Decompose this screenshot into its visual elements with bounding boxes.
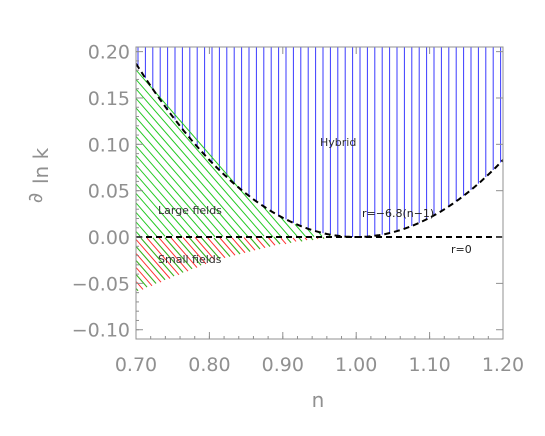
x-tick-label: 0.80 <box>188 354 230 376</box>
large-fields-hatch-line <box>136 231 141 237</box>
small-fields-overlay-hatch-line <box>136 246 166 281</box>
small-fields-overlay-hatch-line <box>176 237 202 266</box>
large-fields-hatch-line <box>136 79 274 238</box>
small-fields-hatch-line <box>304 237 308 241</box>
small-fields-hatch-line <box>280 237 287 245</box>
small-fields-hatch-line <box>243 237 256 251</box>
large-fields-hatch-line <box>136 126 232 237</box>
small-fields-overlay-hatch-line <box>322 237 325 239</box>
y-tick-label: 0.20 <box>88 42 130 64</box>
region-label-hybrid: Hybrid <box>320 136 356 149</box>
y-tick-label: 0.10 <box>88 134 130 156</box>
x-tick-label: 1.00 <box>335 354 377 376</box>
small-fields-hatch-line <box>136 281 144 290</box>
small-fields-overlay-hatch-line <box>140 237 175 277</box>
small-fields-overlay-hatch-line <box>164 237 193 270</box>
y-tick-label: −0.05 <box>72 273 130 295</box>
y-axis-label: ∂ ln k <box>23 147 53 203</box>
boundary-curves <box>136 63 503 239</box>
x-tick-label: 1.10 <box>408 354 450 376</box>
small-fields-overlay-hatch-line <box>261 236 271 247</box>
small-fields-hatch-line <box>267 236 276 246</box>
large-fields-hatch-line <box>136 107 249 238</box>
curve-label-parabola: r=−6.8(n−1) <box>362 207 434 220</box>
small-fields-hatch-line <box>292 237 297 242</box>
small-fields-hatch-line <box>206 236 226 259</box>
y-tick-label: 0.15 <box>88 88 130 110</box>
large-fields-hatch-line <box>262 206 290 237</box>
large-fields-hatch-line <box>136 202 166 237</box>
large-fields-hatch-line <box>318 232 323 237</box>
large-fields-hatch-line <box>136 193 174 237</box>
small-fields-overlay-hatch-line <box>249 237 261 250</box>
small-fields-overlay-hatch-line <box>200 236 221 260</box>
y-tick-label: 0.05 <box>88 181 130 203</box>
large-fields-hatch-line <box>136 145 216 238</box>
x-axis-label: n <box>312 388 325 412</box>
curve-label-r0: r=0 <box>451 243 472 256</box>
small-fields-hatch-line <box>136 253 162 283</box>
small-fields-hatch-line <box>136 267 153 287</box>
small-fields-hatch-line <box>219 237 236 256</box>
small-fields-hatch-line <box>194 236 216 261</box>
large-fields-hatch-line <box>136 183 183 238</box>
small-fields-hatch-line <box>136 239 171 279</box>
x-tick-label: 1.20 <box>482 354 524 376</box>
small-fields-hatch-line <box>158 237 189 272</box>
large-fields-hatch-line <box>136 88 265 237</box>
large-fields-hatch-line <box>306 228 315 237</box>
large-fields-hatch-line <box>136 117 241 238</box>
x-tick-label: 0.90 <box>262 354 304 376</box>
small-fields-overlay-hatch-line <box>152 237 184 273</box>
small-fields-overlay-hatch-line <box>136 274 148 288</box>
x-tick-label: 0.70 <box>115 354 157 376</box>
y-tick-label: 0.00 <box>88 227 130 249</box>
small-fields-hatch-line <box>170 237 198 268</box>
large-fields-hatch-line <box>294 223 307 238</box>
svg-text:ln k: ln k <box>29 147 53 184</box>
small-fields-hatch-line <box>182 237 207 265</box>
large-fields-hatch-line <box>279 216 298 237</box>
large-fields-hatch-line <box>136 136 224 237</box>
large-fields-hatch-line <box>136 221 150 238</box>
small-fields-overlay-hatch-line <box>188 237 211 262</box>
large-fields-hatch-line <box>136 155 207 237</box>
region-label-large-fields: Large fields <box>158 204 222 217</box>
small-fields-overlay-hatch-line <box>273 236 281 245</box>
shaded-regions <box>136 47 502 292</box>
small-fields-overlay-hatch-line <box>136 260 157 284</box>
region-label-small-fields: Small fields <box>158 253 222 266</box>
small-fields-overlay-hatch-line <box>237 237 251 252</box>
large-fields-hatch-line <box>136 69 282 237</box>
small-fields-hatch-line <box>231 237 246 254</box>
small-fields-overlay-hatch-line <box>310 237 314 241</box>
small-fields-overlay-hatch-line <box>286 237 292 243</box>
small-fields-overlay-hatch-line <box>225 237 241 255</box>
axis-ticks: 0.70 0.80 0.90 1.00 1.10 1.20 0.20 0.15 0.10 0.05… <box>72 42 524 376</box>
large-fields-hatch-line <box>136 98 257 237</box>
large-fields-hatch-line <box>136 212 158 237</box>
parabola-curve <box>136 63 503 238</box>
small-fields-overlay-hatch-line <box>298 237 303 242</box>
y-tick-label: −0.10 <box>72 320 130 342</box>
small-fields-overlay-hatch-line <box>213 237 231 257</box>
svg-text:∂: ∂ <box>23 193 47 203</box>
small-fields-hatch-line <box>146 237 180 276</box>
small-fields-hatch-line <box>255 237 266 249</box>
large-fields-hatch-line <box>136 164 199 237</box>
plot-frame <box>135 46 504 340</box>
large-fields-hatch-line <box>136 174 191 237</box>
